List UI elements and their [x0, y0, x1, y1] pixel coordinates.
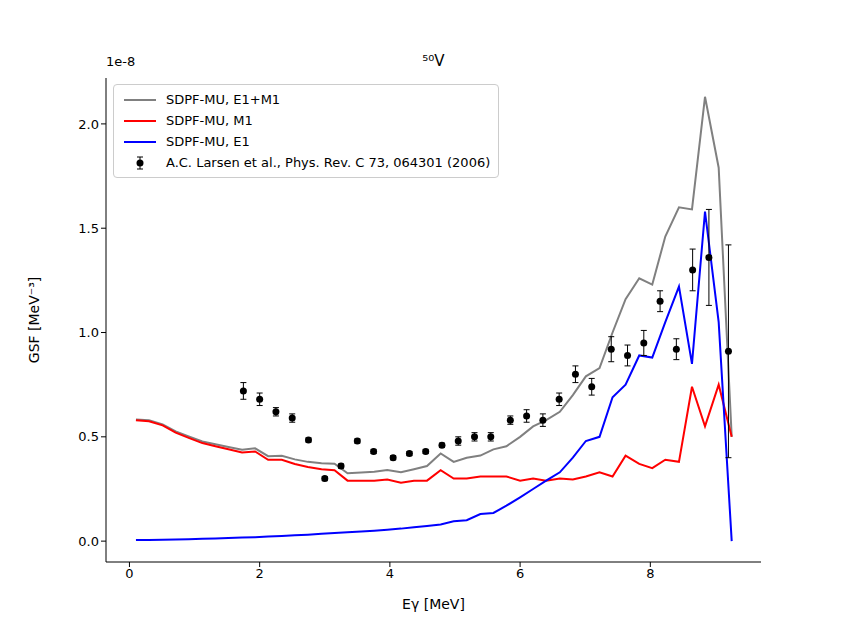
html-text:SDPF-MU, E1+M1: SDPF-MU, E1+M1: [166, 92, 281, 107]
html-text:1e-8: 1e-8: [106, 54, 136, 69]
svg-text:0.0: 0.0: [78, 534, 99, 549]
svg-text:1.5: 1.5: [78, 221, 99, 236]
html-text:Eγ [MeV]: Eγ [MeV]: [402, 596, 465, 612]
svg-text:2: 2: [256, 566, 264, 581]
html-text:GSF [MeV⁻³]: GSF [MeV⁻³]: [26, 276, 42, 364]
svg-text:0.5: 0.5: [78, 429, 99, 444]
svg-text:8: 8: [646, 566, 654, 581]
svg-text:6: 6: [516, 566, 524, 581]
html-text:SDPF-MU, E1: SDPF-MU, E1: [166, 134, 250, 149]
html-text:SDPF-MU, M1: SDPF-MU, M1: [166, 113, 253, 128]
html-text:⁵⁰V: ⁵⁰V: [422, 52, 445, 70]
html-text:A.C. Larsen et al., Phys. Rev.: A.C. Larsen et al., Phys. Rev. C 73, 064…: [166, 155, 491, 170]
svg-text:4: 4: [386, 566, 394, 581]
svg-text:2.0: 2.0: [78, 117, 99, 132]
svg-text:1.0: 1.0: [78, 325, 99, 340]
svg-text:0: 0: [125, 566, 133, 581]
